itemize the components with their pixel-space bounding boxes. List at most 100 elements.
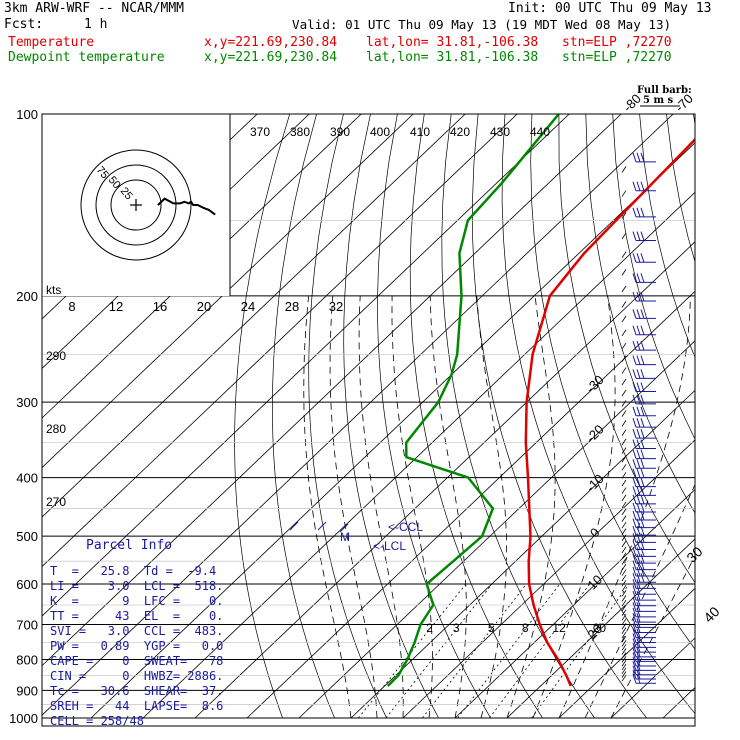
barb-tick [621, 604, 627, 612]
barb-tick [621, 552, 627, 560]
wind-barb-feather [632, 560, 637, 570]
wind-barb-feather [640, 553, 645, 564]
isotherm-line [662, 686, 695, 719]
barb-tick [621, 378, 627, 386]
parcel-info-row: CAPE = 0 SWEAT= 78 [50, 654, 224, 668]
wind-barb-feather [640, 566, 645, 577]
parcel-info-panel: Parcel Info T = 25.8 Td = -9.4 LI = 3.0 L… [46, 538, 240, 728]
wind-barb-feather [636, 518, 641, 528]
wind-barb-feather [636, 325, 641, 335]
wind-barb-feather [640, 547, 645, 557]
barb-tick [621, 667, 627, 675]
dewpoint-profile [386, 114, 560, 687]
barb-tick [621, 574, 627, 582]
barb-tick [621, 644, 627, 651]
moist-adiabat [329, 295, 378, 719]
parcel-mark [339, 523, 349, 533]
barb-tick [621, 618, 627, 626]
plot-frame [41, 113, 696, 727]
temperature-tick-label: -20 [583, 422, 607, 446]
barb-tick [621, 410, 627, 417]
wind-barb-feather [640, 291, 645, 302]
barb-tick [621, 521, 627, 529]
temperature-tick-label: 40 [700, 603, 722, 625]
wind-barb-feather [632, 525, 637, 536]
moist-adiabat [506, 295, 556, 719]
barb-tick [621, 648, 627, 655]
wind-barb-feather [632, 533, 637, 543]
wind-barb-feather [632, 656, 637, 667]
wind-barb-feather [636, 428, 641, 439]
init-time: Init: 00 UTC Thu 09 May 13 [508, 1, 712, 16]
wind-barb-feather [636, 547, 641, 557]
wind-barb-feather [640, 510, 645, 521]
wind-barb-feather [640, 181, 645, 191]
wind-barb-feather [640, 406, 645, 416]
pressure-tick-label: 600 [16, 577, 38, 592]
parcel-info-row: Tc = 30.6 SHEAR= 37. [50, 684, 224, 698]
barb-tick [621, 540, 627, 548]
wind-barb-feather [636, 566, 641, 577]
dry-adiabat [720, 114, 740, 718]
barb-tick [621, 212, 627, 219]
barb-tick [621, 671, 627, 678]
wind-barb-feather [636, 596, 641, 606]
barb-tick [621, 563, 627, 571]
barb-tick [621, 515, 627, 522]
wind-barb-feather [632, 602, 637, 612]
lcl-label: <-LCL [373, 539, 406, 553]
wind-barb-feather [636, 647, 641, 657]
wind-barb-feather [636, 560, 641, 570]
wind-barb-feather [636, 253, 641, 263]
legend-dewpoint: Dewpoint temperature [8, 50, 165, 65]
wind-barb-feather [632, 355, 637, 365]
wind-barb-feather [632, 468, 637, 478]
wind-barb-feather [636, 613, 641, 623]
moist-adiabat [391, 295, 433, 719]
barb-tick [621, 438, 627, 446]
mixing-ratio-label: 2 [426, 621, 433, 635]
barb-tick [621, 455, 627, 463]
barb-tick [621, 420, 627, 427]
wind-barb-feather [636, 369, 641, 379]
wind-barb-feather [632, 449, 637, 459]
parcel-info-row: PW = 0.89 YGP = 0.0 [50, 639, 224, 653]
wind-barb-feather [632, 547, 637, 557]
barb-tick [621, 342, 627, 350]
isotherm-line [350, 389, 695, 719]
wind-barb-feather [640, 340, 645, 351]
wind-barb-feather [640, 486, 645, 496]
theta-label: 410 [410, 125, 430, 139]
parcel-mark [317, 521, 327, 531]
wind-barb-feather [632, 638, 637, 648]
wind-barb-feather [636, 340, 641, 351]
wind-barb-feather [632, 674, 637, 684]
temperature-tick-label: -10 [583, 471, 607, 495]
barb-tick [621, 479, 627, 487]
m-label: M [340, 530, 350, 544]
wind-barb-feather [632, 590, 637, 601]
theta-label: 380 [290, 125, 310, 139]
wind-barb-feather [632, 553, 637, 564]
wind-barb-feather [636, 607, 641, 617]
pressure-tick-label: 400 [16, 471, 38, 486]
mixing-ratio-line [422, 583, 527, 719]
wind-barb-feather [640, 449, 645, 459]
wind-barb-feather [632, 510, 637, 521]
wind-barb-feather [636, 674, 641, 684]
wind-barb-feather [632, 309, 637, 319]
wind-barb-feather [636, 510, 641, 521]
wind-barb-feather [636, 665, 641, 675]
dewpoint-latlon: lat,lon= 31.81,-106.38 [366, 50, 539, 65]
barb-tick [621, 447, 627, 454]
mixing-ratio-label: 5 [488, 621, 495, 635]
wind-barb-feather [636, 459, 641, 469]
barb-tick [621, 558, 627, 565]
parcel-info-row: TT = 43 EL = 0. [50, 609, 224, 623]
barb-tick [621, 631, 627, 639]
wind-barb-feather [636, 602, 641, 612]
moist-adiabat [532, 295, 616, 719]
wind-barb-feather [632, 152, 637, 162]
isotherm-line [42, 114, 674, 716]
